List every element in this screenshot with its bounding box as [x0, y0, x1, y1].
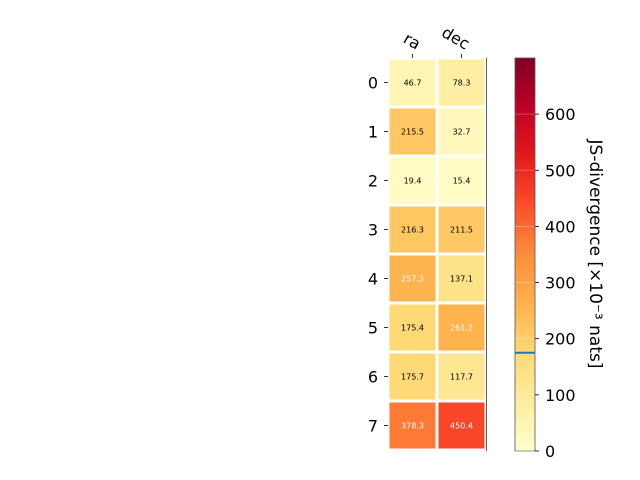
colorbar-tick-label: 200	[545, 330, 576, 349]
heatmap-cell	[438, 157, 485, 204]
y-tick-label: 1	[368, 123, 378, 142]
x-tick-label: ra	[400, 29, 424, 54]
heatmap-cell-value: 15.4	[453, 177, 471, 186]
colorbar	[514, 57, 536, 452]
heatmap-cell-value: 117.7	[450, 373, 473, 382]
heatmap-cell	[389, 59, 436, 106]
heatmap-cell	[389, 108, 436, 155]
heatmap-cell-value: 32.7	[453, 128, 471, 137]
heatmap-cell-value: 175.7	[401, 373, 424, 382]
heatmap-cell	[389, 255, 436, 302]
colorbar-ticks: 0 100 200 300 400 500 600	[515, 105, 576, 461]
colorbar-tick-label: 500	[545, 161, 576, 180]
y-tick-label: 0	[368, 74, 378, 93]
heatmap-cell	[438, 304, 485, 351]
heatmap-cell	[438, 255, 485, 302]
heatmap-cell-value: 378.3	[401, 422, 424, 431]
y-axis-tick-labels: 0 1 2 3 4 5 6 7	[368, 74, 388, 436]
x-tick-label: dec	[439, 23, 473, 54]
colorbar-label: JS-divergence [×10⁻³ nats]	[585, 139, 605, 369]
heatmap-cell	[389, 206, 436, 253]
heatmap-cell	[438, 353, 485, 400]
heatmap-cell-value: 19.4	[404, 177, 422, 186]
heatmap-cell	[438, 108, 485, 155]
colorbar-tick-label: 300	[545, 274, 576, 293]
y-tick-label: 3	[368, 221, 378, 240]
colorbar-tick-label: 100	[545, 386, 576, 405]
heatmap-cell-value: 257.3	[401, 275, 424, 284]
heatmap-cell	[438, 59, 485, 106]
heatmap-cell-value: 450.4	[450, 422, 473, 431]
heatmap-cell-value: 137.1	[450, 275, 473, 284]
heatmap-cell	[389, 353, 436, 400]
heatmap-cell-value: 46.7	[404, 79, 422, 88]
heatmap-cell-value: 211.5	[450, 226, 473, 235]
y-tick-label: 7	[368, 417, 378, 436]
heatmap-cells: 46.7 78.3 215.5 32.7 19.4 15.4 216.3 211.5 257.3…	[389, 59, 485, 449]
heatmap-cell	[389, 402, 436, 449]
x-axis-tick-labels: ra dec	[400, 23, 473, 58]
heatmap-cell-value: 261.2	[450, 324, 473, 333]
heatmap-cell-value: 175.4	[401, 324, 424, 333]
y-tick-label: 2	[368, 172, 378, 191]
y-tick-label: 5	[368, 319, 378, 338]
y-tick-label: 4	[368, 270, 378, 289]
heatmap-cell-value: 78.3	[453, 79, 471, 88]
heatmap-cell	[389, 304, 436, 351]
heatmap-cell-value: 215.5	[401, 128, 424, 137]
colorbar-tick-label: 600	[545, 105, 576, 124]
y-tick-label: 6	[368, 368, 378, 387]
colorbar-tick-label: 0	[545, 442, 555, 461]
colorbar-tick-label: 400	[545, 217, 576, 236]
heatmap-cell	[389, 157, 436, 204]
heatmap-cell-value: 216.3	[401, 226, 424, 235]
heatmap-cell	[438, 206, 485, 253]
heatmap-cell	[438, 402, 485, 449]
